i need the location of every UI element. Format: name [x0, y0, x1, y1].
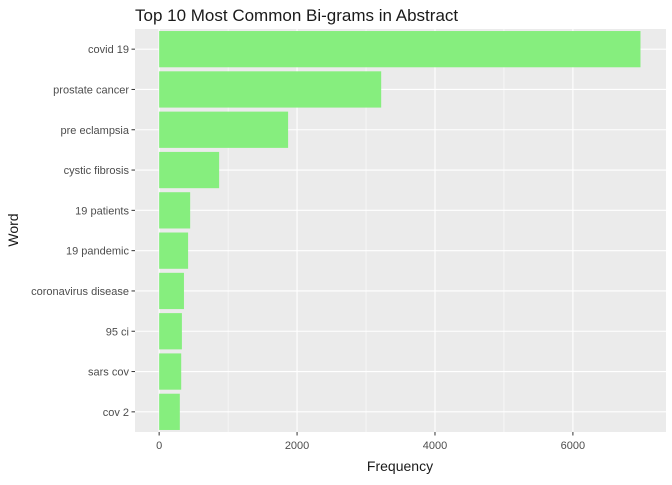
- x-tick-label: 0: [156, 440, 162, 452]
- y-tick-label: pre eclampsia: [61, 125, 130, 137]
- bar: [159, 71, 382, 108]
- y-tick-label: cov 2: [103, 407, 129, 419]
- bar: [159, 31, 641, 68]
- bar: [159, 393, 180, 430]
- bar: [159, 192, 191, 229]
- y-tick-label: sars cov: [88, 367, 129, 379]
- y-tick-label: prostate cancer: [53, 84, 129, 96]
- bar: [159, 313, 182, 350]
- y-tick-label: coronavirus disease: [31, 286, 129, 298]
- x-axis-title: Frequency: [367, 458, 433, 474]
- x-tick-label: 4000: [423, 440, 447, 452]
- y-axis-title: Word: [5, 213, 21, 246]
- y-tick-label: cystic fibrosis: [64, 165, 130, 177]
- bar: [159, 111, 289, 148]
- x-tick-label: 2000: [285, 440, 309, 452]
- chart-title: Top 10 Most Common Bi-grams in Abstract: [135, 6, 458, 25]
- bar: [159, 151, 220, 189]
- y-tick-label: 19 patients: [75, 205, 129, 217]
- x-axis: 0 2000 4000 6000: [156, 432, 585, 452]
- y-tick-label: covid 19: [88, 44, 129, 56]
- y-tick-label: 19 pandemic: [66, 246, 129, 258]
- bar: [159, 353, 182, 390]
- bar: [159, 272, 184, 310]
- y-axis: covid 19 prostate cancer pre eclampsia cyst…: [31, 44, 135, 419]
- bar: [159, 232, 189, 269]
- x-tick-label: 6000: [561, 440, 585, 452]
- y-tick-label: 95 ci: [106, 326, 129, 338]
- bars: [159, 31, 641, 430]
